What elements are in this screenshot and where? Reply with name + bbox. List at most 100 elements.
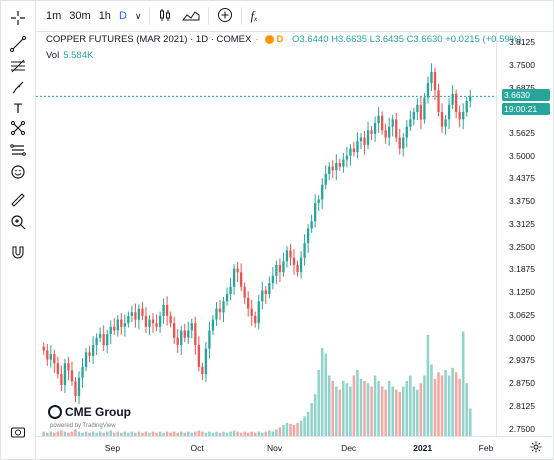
candle-body xyxy=(423,97,426,120)
volume-bar xyxy=(416,389,419,436)
volume-bar xyxy=(465,383,468,436)
candle-body xyxy=(95,337,98,346)
volume-bar xyxy=(352,375,356,436)
candle-body xyxy=(247,297,250,309)
brush-icon[interactable] xyxy=(9,79,27,97)
magnet-icon[interactable] xyxy=(9,243,27,261)
candle-body xyxy=(261,290,264,302)
volume-bar xyxy=(112,432,116,436)
gear-icon[interactable] xyxy=(526,440,546,458)
volume-bar xyxy=(190,432,194,436)
volume-bar xyxy=(63,431,67,436)
candle-body xyxy=(398,137,401,149)
candle-body xyxy=(366,130,370,145)
volume-bar xyxy=(278,427,282,436)
volume-bar xyxy=(391,386,394,436)
trend-line-icon[interactable] xyxy=(9,35,27,53)
volume-bar xyxy=(56,431,60,436)
candle-body xyxy=(173,323,176,338)
candle-body xyxy=(338,163,341,167)
interval-selected[interactable]: D xyxy=(118,10,127,22)
volume-bar xyxy=(70,431,74,436)
volume-bar xyxy=(165,431,169,436)
candle-body xyxy=(416,104,419,113)
volume-bar xyxy=(405,381,409,436)
candle-body xyxy=(239,272,243,287)
volume-bar xyxy=(468,408,472,436)
text-tool-icon[interactable]: T xyxy=(13,100,23,116)
ruler-icon[interactable] xyxy=(9,191,27,209)
candle-body xyxy=(215,308,218,320)
candle-body xyxy=(306,228,310,244)
candle-body xyxy=(222,301,225,313)
top-toolbar: 1m 30m 1h D ∨ fₓ xyxy=(36,1,554,32)
candle-body xyxy=(70,370,74,382)
volume-bar xyxy=(275,429,278,436)
interval-1m[interactable]: 1m xyxy=(46,10,62,22)
pattern-icon[interactable] xyxy=(9,119,27,137)
volume-bar xyxy=(81,432,84,436)
add-indicator-icon[interactable] xyxy=(213,7,237,26)
volume-bar xyxy=(370,386,373,436)
candle-body xyxy=(130,312,134,316)
candle-body xyxy=(151,319,155,324)
candle-body xyxy=(275,264,278,276)
candle-body xyxy=(218,308,222,313)
candle-body xyxy=(331,166,334,171)
emoji-icon[interactable] xyxy=(9,163,27,181)
candle-body xyxy=(169,315,172,324)
time-axis[interactable]: Sep Oct Nov Dec 2021 Feb xyxy=(36,436,552,459)
candle-body xyxy=(437,90,440,113)
area-chart-icon[interactable] xyxy=(178,8,204,25)
price-chart[interactable] xyxy=(36,32,496,436)
volume-bar xyxy=(409,375,412,436)
candle-body xyxy=(454,93,458,113)
y-tick-label: 3.1250 xyxy=(509,287,535,298)
volume-bar xyxy=(77,431,81,436)
volume-bar xyxy=(447,375,451,436)
volume-bar xyxy=(257,431,261,436)
volume-bar xyxy=(187,431,190,436)
candle-body xyxy=(391,119,394,127)
zoom-in-icon[interactable] xyxy=(9,213,27,231)
candle-body xyxy=(384,130,387,138)
volume-bar xyxy=(264,431,268,436)
fib-retracement-icon[interactable] xyxy=(9,57,27,75)
candle-body xyxy=(426,82,430,98)
volume-bar xyxy=(289,423,292,436)
candle-body xyxy=(469,96,472,102)
candle-body xyxy=(211,319,215,331)
camera-icon[interactable] xyxy=(9,423,27,441)
volume-bar xyxy=(84,431,88,436)
prediction-icon[interactable] xyxy=(9,141,27,159)
candle-body xyxy=(395,119,398,138)
chevron-down-icon[interactable]: ∨ xyxy=(134,10,142,21)
volume-bar xyxy=(268,430,271,436)
symbol-legend: COPPER FUTURES (MAR 2021) · 1D · COMEX · D… xyxy=(46,34,521,45)
interval-1h[interactable]: 1h xyxy=(98,10,111,22)
volume-bar xyxy=(402,386,405,436)
divider xyxy=(241,7,243,25)
volume-bar xyxy=(95,432,98,436)
candle-body xyxy=(313,203,317,222)
crosshair-icon[interactable] xyxy=(9,9,27,27)
candle-body xyxy=(458,112,461,120)
indicators-button[interactable]: fₓ xyxy=(250,8,258,23)
volume-bar xyxy=(158,431,162,436)
volume-bar xyxy=(423,375,426,436)
volume-bar xyxy=(419,383,423,436)
candles-icon[interactable] xyxy=(154,8,178,25)
countdown-tag: 19:00:21 xyxy=(502,103,550,116)
candle-body xyxy=(462,112,465,120)
volume-bar xyxy=(313,394,317,436)
interval-30m[interactable]: 30m xyxy=(69,10,91,22)
candle-body xyxy=(158,315,162,327)
volume-bar xyxy=(134,432,137,436)
volume-bar xyxy=(130,431,134,436)
candle-body xyxy=(49,354,52,360)
volume-bar xyxy=(324,353,327,436)
y-tick-label: 2.7500 xyxy=(509,423,535,434)
volume-bar xyxy=(253,432,257,436)
y-tick-label: 2.8750 xyxy=(509,378,535,389)
